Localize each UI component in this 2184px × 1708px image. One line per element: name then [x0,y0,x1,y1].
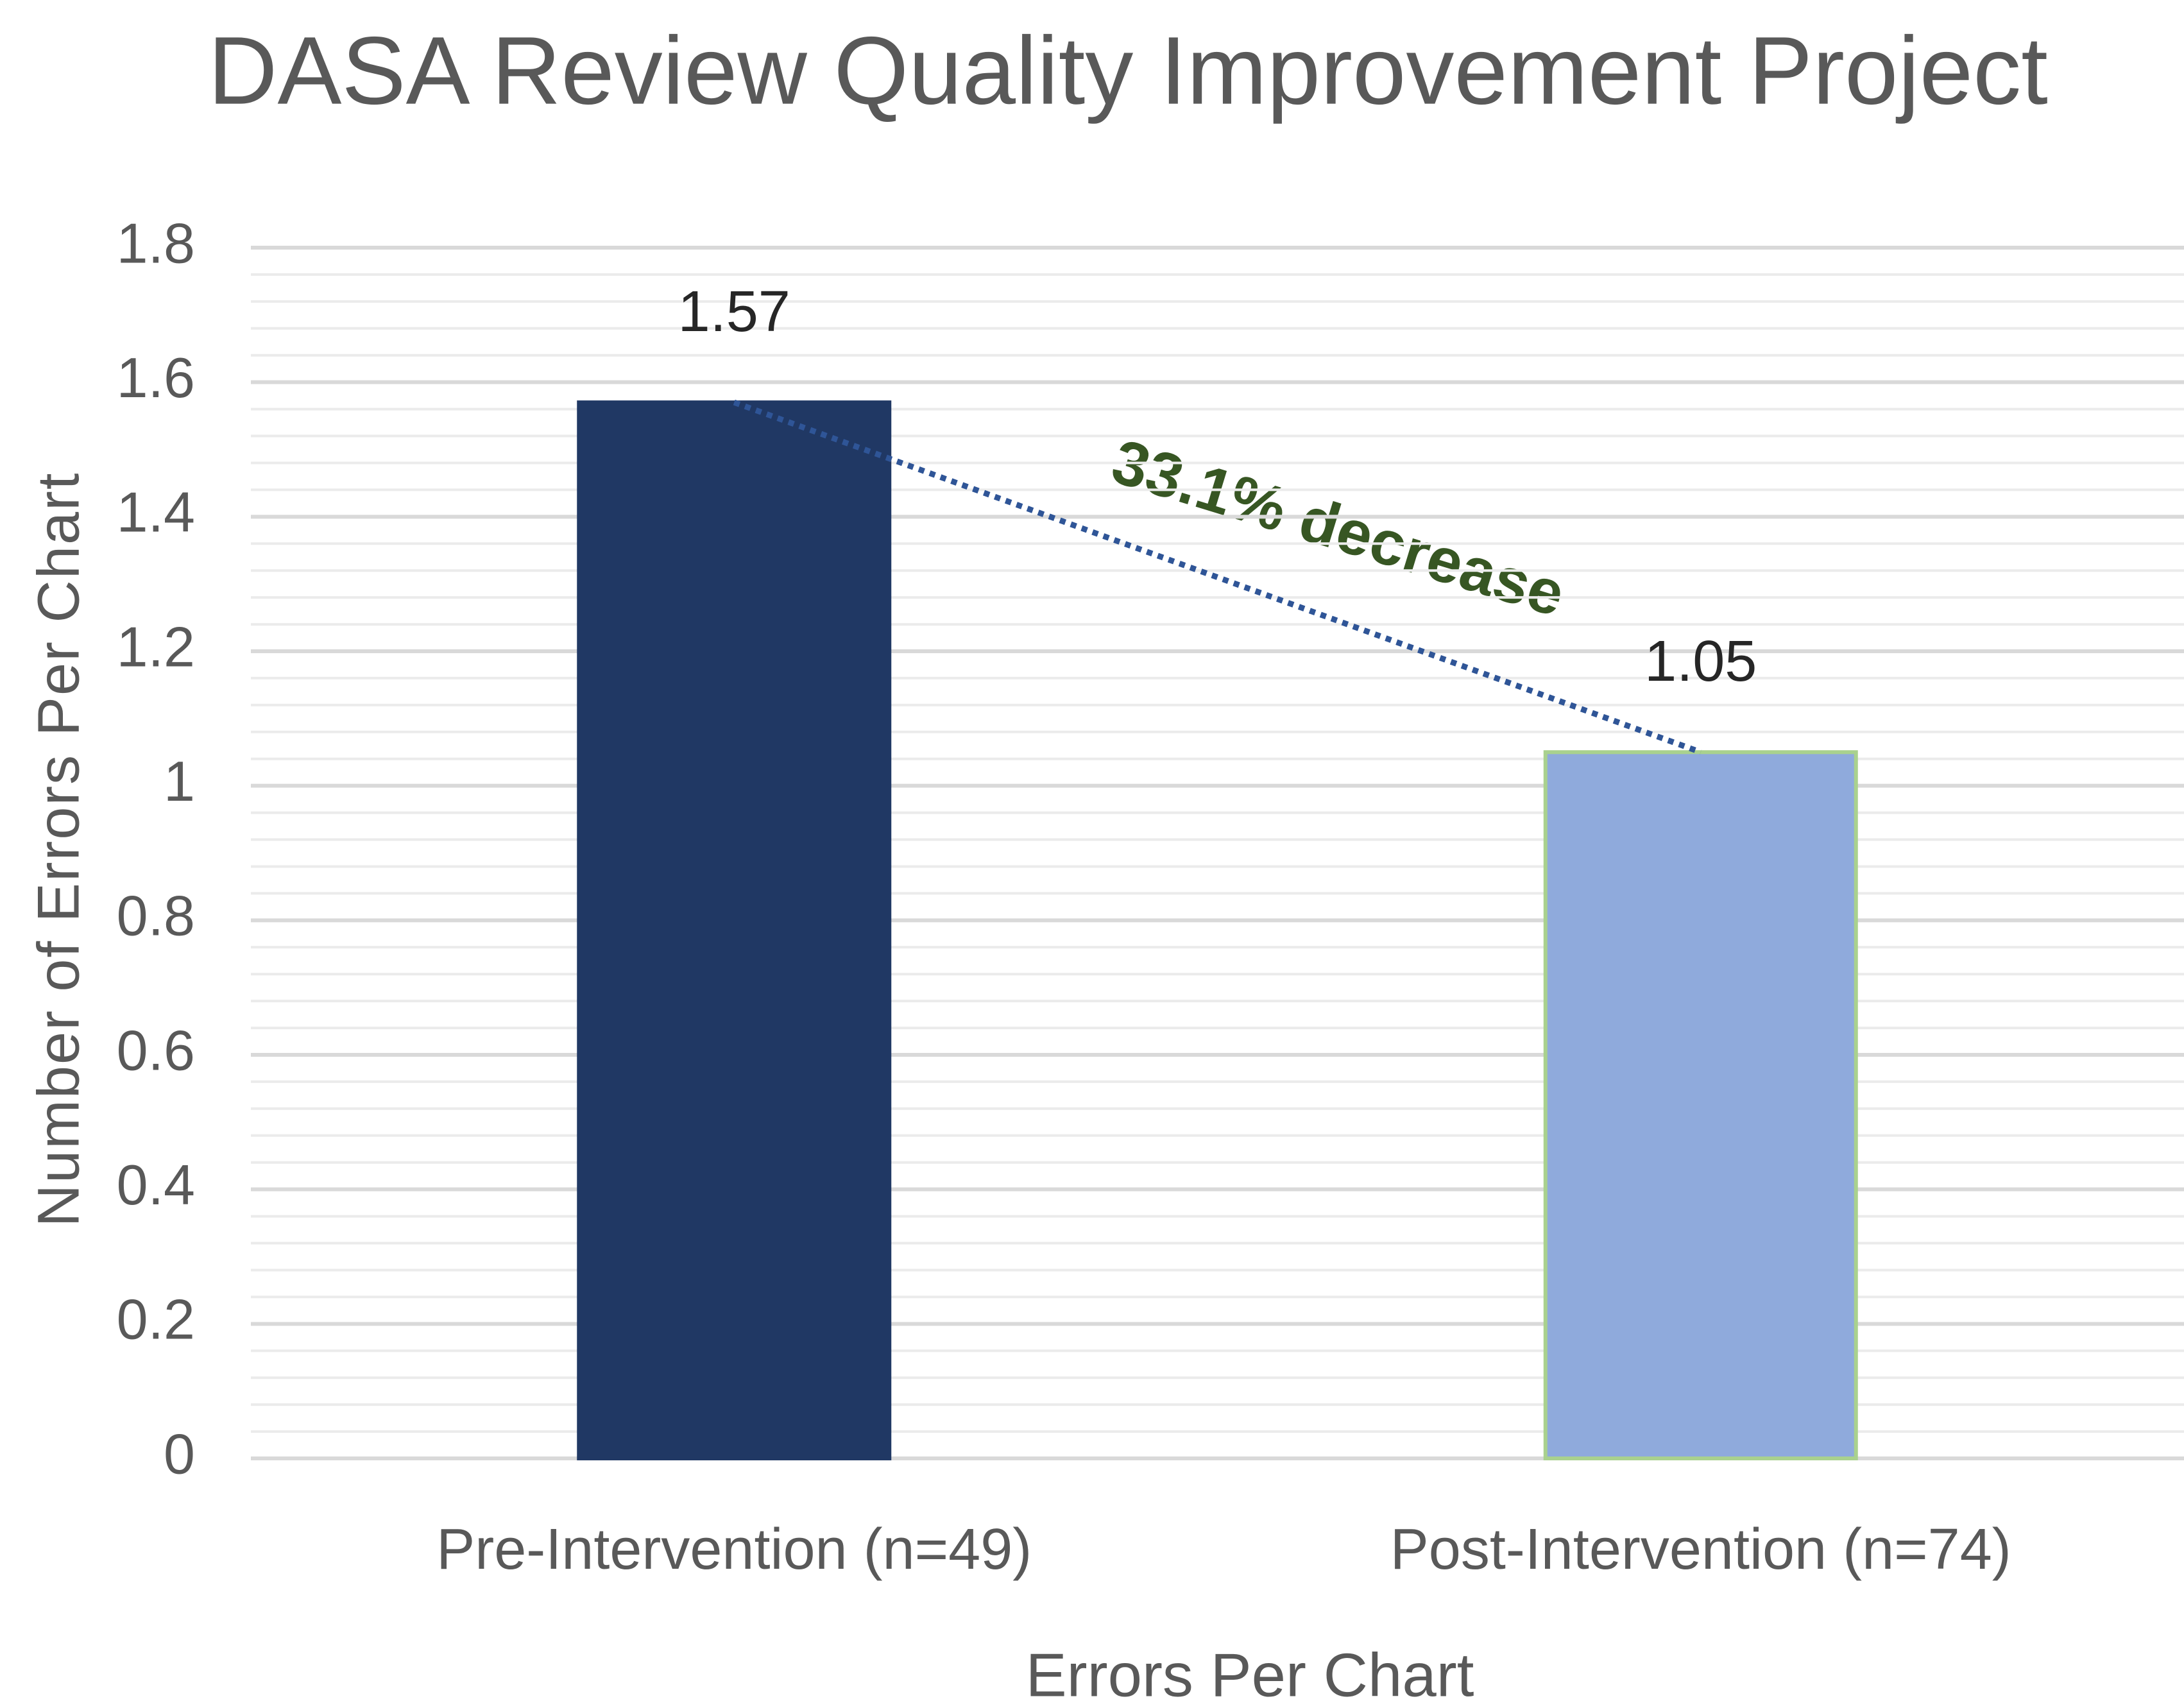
x-axis-title: Errors Per Chart [1026,1641,1474,1708]
y-axis-title: Number of Errors Per Chart [26,472,91,1227]
y-tick-label: 1.8 [117,211,195,275]
y-tick-label: 1 [164,749,195,813]
x-tick-label: Pre-Intervention (n=49) [436,1517,1032,1582]
y-tick-label: 0.2 [117,1288,195,1351]
y-tick-label: 0.6 [117,1018,195,1082]
trendline [733,399,1702,755]
y-tick-label: 1.2 [117,615,195,678]
y-tick-label: 1.4 [117,481,195,544]
annotation: 33.1% decrease [1104,425,1573,630]
y-tick-label: 0.4 [117,1153,195,1217]
data-label: 1.57 [678,280,790,344]
y-tick-label: 0 [164,1422,195,1485]
y-tick-label: 1.6 [117,346,195,409]
bar [577,400,892,1460]
y-tick-label: 0.8 [117,884,195,948]
chart-title: DASA Review Quality Improvement Project [208,17,2048,124]
bar [1543,750,1858,1460]
x-tick-label: Post-Intervention (n=74) [1390,1517,2011,1582]
data-label: 1.05 [1644,629,1757,694]
